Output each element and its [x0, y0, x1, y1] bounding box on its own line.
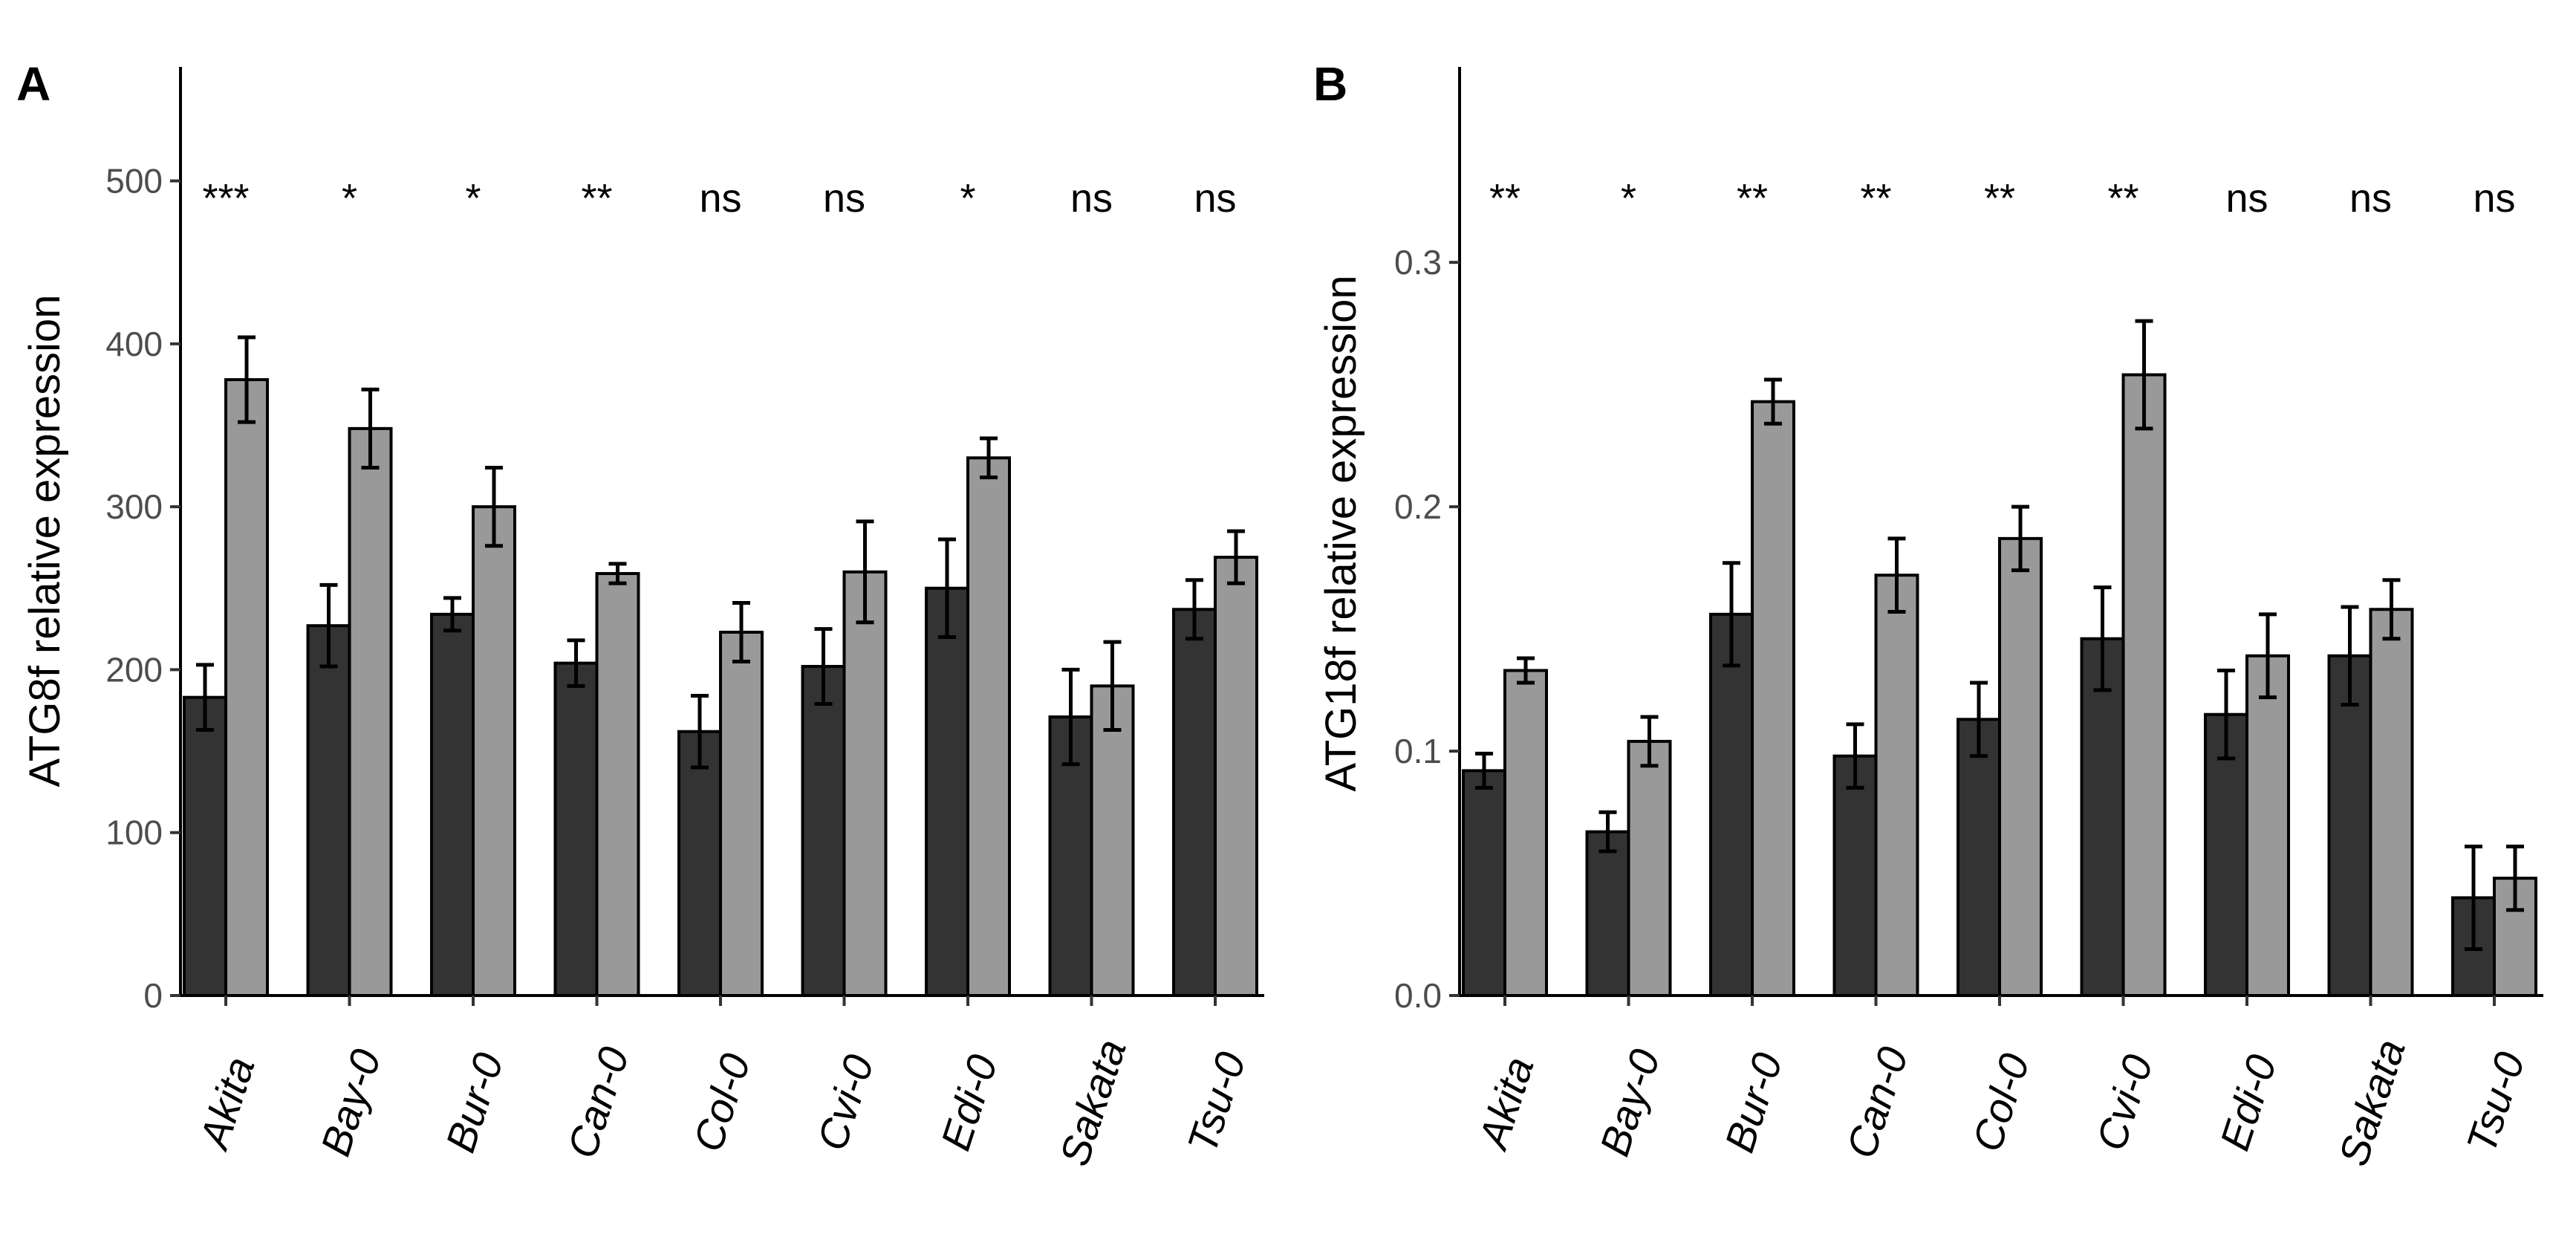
panel-b-bar-light: [1627, 739, 1672, 997]
panel-a-significance-label: **: [581, 176, 612, 221]
panel-b-y-tick-label: 0.0: [1394, 976, 1442, 1015]
panel-a-y-tick-label: 400: [105, 325, 163, 363]
panel-b-bar-dark: [1585, 830, 1630, 997]
panel-a-bar-light: [1090, 684, 1135, 997]
panel-a-significance-label: *: [465, 176, 481, 221]
panel-b-bar-dark: [1462, 769, 1506, 997]
panel-b-significance-label: **: [2107, 176, 2138, 221]
panel-b-y-tick-label: 0.2: [1394, 487, 1442, 526]
panel-b-significance-label: ns: [2225, 176, 2268, 221]
panel-a-label: A: [16, 57, 51, 111]
panel-b-significance-label: *: [1621, 176, 1636, 221]
panel-a-y-tick-label: 500: [105, 162, 163, 201]
panel-b-label: B: [1313, 57, 1347, 111]
panel-b-bar-dark: [2327, 654, 2372, 998]
panel-a-bar-light: [348, 426, 393, 997]
panel-b-bar-light: [2369, 608, 2414, 997]
panel-a-bar-dark: [1172, 608, 1217, 997]
panel-a-y-tick-label: 0: [143, 976, 163, 1015]
panel-a-bar-dark: [553, 661, 599, 997]
panel-a-bar-light: [224, 378, 269, 998]
panel-a-significance-label: *: [342, 176, 357, 221]
panel-a-bar-light: [1214, 556, 1258, 997]
panel-a-y-tick-label: 300: [105, 487, 163, 526]
panel-a-bar-light: [595, 572, 640, 997]
panel-a-y-tick-label: 200: [105, 650, 163, 689]
panel-a-bar-dark: [801, 665, 846, 997]
panel-b-bar-light: [2245, 654, 2290, 998]
panel-a-bar-dark: [430, 612, 475, 997]
panel-b-bar-light: [1874, 574, 1919, 997]
panel-b-bar-light: [1503, 669, 1548, 997]
panel-a-significance-label: *: [960, 176, 975, 221]
panel-b-bar-light: [1998, 536, 2043, 997]
panel-b-y-tick-label: 0.3: [1394, 243, 1442, 282]
panel-b-significance-label: **: [1737, 176, 1768, 221]
panel-b-y-tick-label: 0.1: [1394, 732, 1442, 770]
panel-b-bar-dark: [1832, 754, 1878, 997]
panel-b-significance-label: **: [1984, 176, 2015, 221]
panel-b-significance-label: **: [1860, 176, 1891, 221]
panel-b-significance-label: ns: [2349, 176, 2392, 221]
panel-a-bar-light: [719, 630, 764, 997]
panel-b-bar-light: [1751, 400, 1795, 997]
panel-a-bar-dark: [925, 586, 969, 997]
panel-b-bar-dark: [1957, 718, 2001, 998]
panel-a-bar-dark: [183, 695, 227, 997]
panel-b-significance-label: **: [1489, 176, 1520, 221]
panel-a-y-tick-label: 100: [105, 814, 163, 852]
panel-b-bar-dark: [1709, 612, 1754, 997]
panel-a-significance-label: ns: [823, 176, 865, 221]
panel-b-significance-label: ns: [2473, 176, 2515, 221]
panel-a-bar-dark: [677, 730, 722, 997]
panel-a-significance-label: ***: [202, 176, 249, 221]
panel-a-y-axis-title: ATG8f relative expression: [21, 295, 69, 788]
panel-b-bar-light: [2121, 373, 2167, 997]
panel-a-bar-light: [966, 456, 1011, 997]
panel-a-bar-light: [842, 570, 888, 997]
panel-a-bar-dark: [306, 624, 351, 997]
panel-a-significance-label: ns: [1194, 176, 1236, 221]
panel-a-bar-light: [472, 505, 516, 997]
panel-b-bar-dark: [2080, 637, 2125, 997]
panel-a-significance-label: ns: [1070, 176, 1113, 221]
panel-b-y-axis-title: ATG18f relative expression: [1317, 275, 1365, 791]
panel-a-significance-label: ns: [699, 176, 741, 221]
